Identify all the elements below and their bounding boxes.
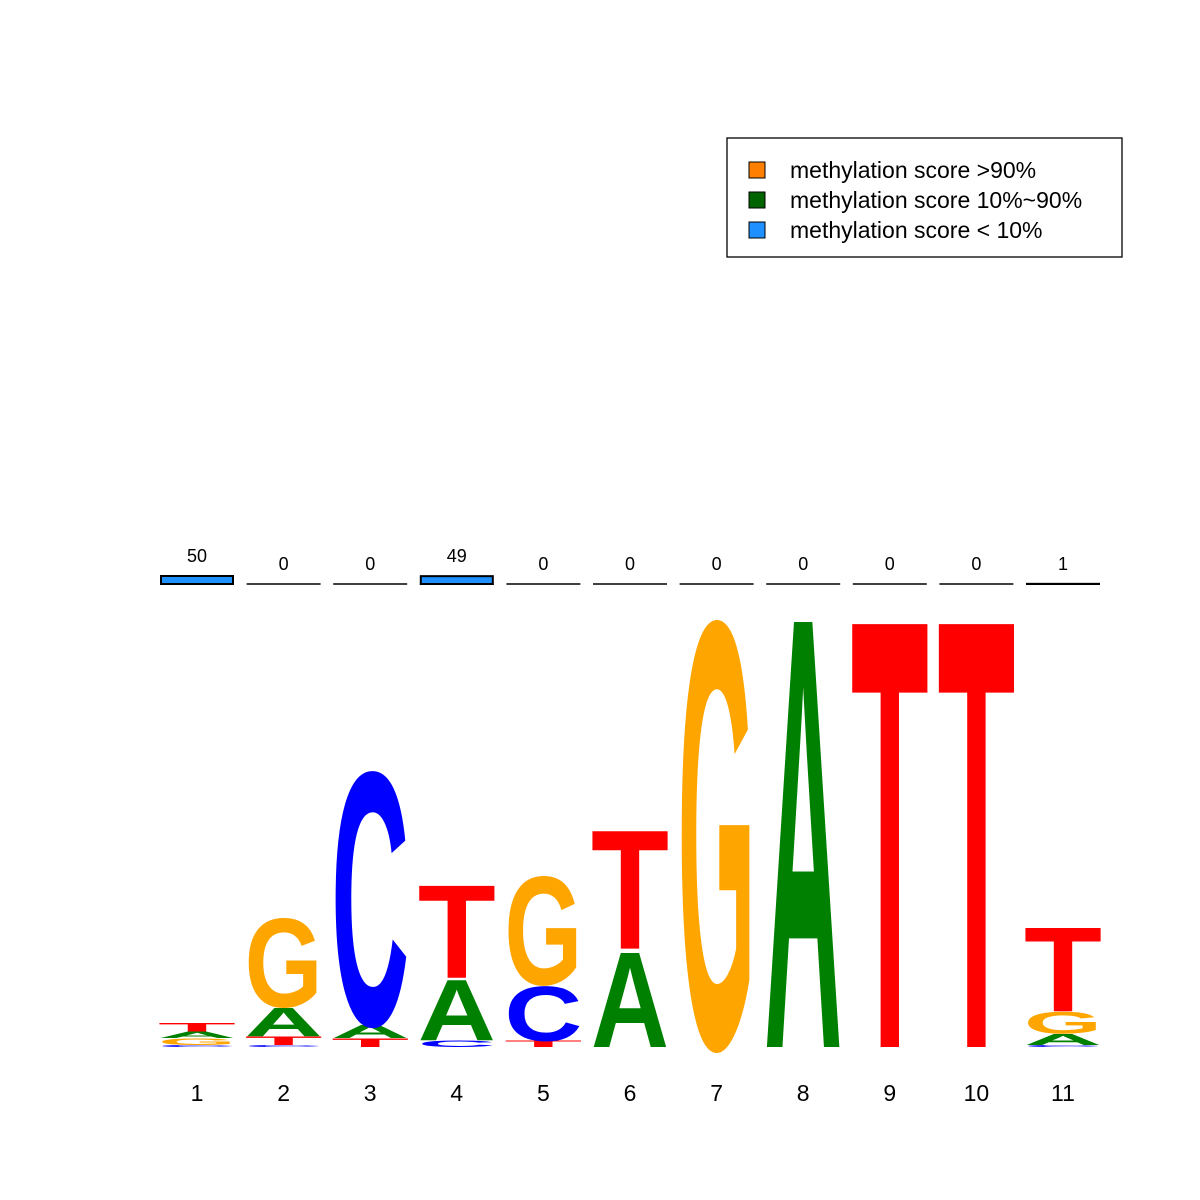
methylation-label: 0 — [625, 554, 635, 574]
logo-letter: G — [158, 1037, 236, 1047]
logo-letter: C — [418, 1039, 496, 1049]
logo-letter: T — [1024, 902, 1102, 1037]
logo-letter: A — [1024, 1031, 1102, 1048]
logo-letter: T — [851, 492, 929, 1179]
methylation-label: 0 — [365, 554, 375, 574]
x-tick-label: 5 — [537, 1080, 550, 1106]
logo-letter: C — [1024, 1044, 1102, 1047]
methylation-bar — [419, 575, 494, 585]
logo-letter: G — [678, 493, 756, 1177]
x-tick-label: 7 — [710, 1080, 723, 1106]
methylation-label: 0 — [279, 554, 289, 574]
logo-letter: G — [1024, 1006, 1102, 1041]
methylation-label: 0 — [538, 554, 548, 574]
x-tick-label: 9 — [883, 1080, 896, 1106]
x-tick-label: 2 — [277, 1080, 290, 1106]
methylation-label: 0 — [712, 554, 722, 574]
x-tick-label: 3 — [364, 1080, 377, 1106]
x-tick-label: 11 — [1051, 1080, 1075, 1106]
logo-letter: C — [331, 695, 409, 1102]
methylation-bar — [160, 575, 234, 585]
x-tick-label: 8 — [797, 1080, 810, 1106]
logo-letter: T — [418, 857, 496, 1006]
logo-letter: T — [591, 795, 669, 985]
x-tick-label: 6 — [624, 1080, 637, 1106]
logo-letter: C — [504, 970, 582, 1057]
logo-letter: T — [245, 1034, 323, 1048]
logo-letter: T — [331, 1036, 409, 1050]
logo-letter: A — [245, 1000, 323, 1045]
methylation-label: 0 — [971, 554, 981, 574]
logo-letter: C — [245, 1044, 323, 1047]
legend-label: methylation score 10%~90% — [790, 187, 1082, 213]
methylation-label: 49 — [447, 546, 467, 566]
methylation-label: 1 — [1058, 554, 1068, 574]
methylation-label: 0 — [885, 554, 895, 574]
logo-letter: T — [937, 492, 1015, 1179]
legend-box — [726, 137, 1123, 258]
logo-letter: A — [591, 925, 669, 1077]
legend-swatch — [748, 221, 766, 239]
legend-label: methylation score >90% — [790, 157, 1036, 183]
legend-swatch — [748, 191, 766, 209]
logo-letter: C — [158, 1044, 236, 1047]
x-tick-label: 1 — [191, 1080, 204, 1106]
methylation-label: 50 — [187, 546, 207, 566]
logo-letter: A — [764, 488, 842, 1178]
legend-label: methylation score < 10% — [790, 217, 1043, 243]
x-tick-label: 10 — [964, 1080, 990, 1106]
logo-letter: A — [158, 1030, 236, 1040]
x-tick-label: 4 — [450, 1080, 463, 1106]
logo-letter: G — [504, 844, 582, 1017]
methylation-label: 0 — [798, 554, 808, 574]
logo-letter: G — [245, 892, 323, 1034]
logo-letter: A — [331, 1021, 409, 1042]
logo-letter: A — [418, 961, 496, 1059]
logo-letter: T — [158, 1020, 236, 1034]
legend-swatch — [748, 161, 766, 179]
logo-letter: T — [504, 1039, 582, 1049]
